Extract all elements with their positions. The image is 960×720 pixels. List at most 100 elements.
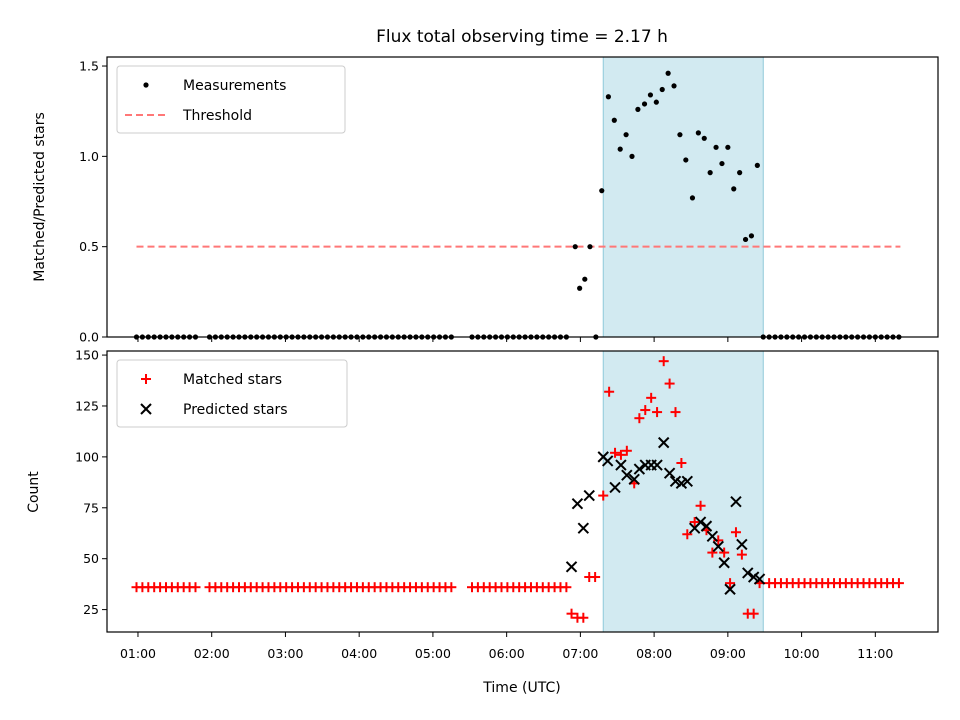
predicted-star-mark-b — [583, 489, 595, 502]
predicted-star-point — [651, 459, 663, 471]
measurement-point — [689, 195, 696, 201]
matched-star-point — [707, 547, 718, 558]
predicted-star-point — [615, 459, 627, 471]
predicted-star-mark-b — [681, 475, 694, 488]
measurement-point — [641, 101, 648, 107]
measurement-point — [635, 106, 641, 112]
measurement-point — [719, 160, 725, 167]
legend-label: Measurements — [183, 78, 286, 94]
measurement-point — [701, 135, 707, 141]
matched-star-point — [658, 356, 669, 367]
predicted-star-point — [571, 498, 584, 510]
x-tick-label: 05:00 — [415, 646, 451, 661]
matched-star-point — [695, 500, 706, 511]
matched-star-point — [736, 549, 747, 560]
top-axes-frame — [106, 56, 939, 338]
measurement-point — [748, 233, 755, 239]
predicted-star-mark-b — [615, 459, 627, 471]
measurement-point — [731, 186, 737, 192]
matched-star-point — [652, 407, 663, 418]
measurement-point — [665, 70, 671, 76]
measurement-point — [695, 130, 701, 136]
measurement-point — [713, 144, 719, 150]
x-tick-label: 03:00 — [267, 646, 303, 661]
predicted-star-mark-b — [706, 530, 719, 543]
predicted-star-point — [694, 516, 707, 528]
predicted-star-point — [657, 436, 670, 449]
measurement-point — [623, 132, 629, 138]
predicted-star-point — [742, 567, 754, 579]
matched-star-point — [748, 608, 759, 619]
predicted-star-mark-b — [601, 455, 614, 467]
bottom-y-axis-label: Count — [26, 471, 42, 513]
bottom-axes-frame — [106, 350, 939, 633]
top-shaded-interval — [602, 56, 764, 338]
matched-star-point — [670, 407, 681, 418]
predicted-star-mark-b — [651, 459, 663, 471]
top-y-tick-label: 0.5 — [79, 239, 99, 254]
predicted-star-point — [724, 583, 736, 595]
predicted-star-mark-b — [718, 557, 730, 569]
predicted-star-mark-b — [663, 467, 676, 479]
predicted-star-mark-b — [736, 538, 748, 551]
predicted-star-mark-b — [669, 475, 682, 488]
measurement-point — [577, 285, 583, 291]
predicted-star-mark-b — [621, 469, 633, 481]
measurement-point — [572, 244, 578, 250]
measurement-point — [599, 188, 605, 194]
predicted-star-point — [628, 473, 640, 485]
measurement-point — [611, 117, 617, 123]
top-legend: Measurements Threshold — [116, 65, 346, 134]
matched-star-point — [725, 578, 736, 589]
legend-predicted-marker — [140, 403, 152, 415]
measurement-point — [647, 92, 654, 98]
top-y-tick-label: 1.0 — [79, 149, 99, 164]
predicted-star-point — [565, 561, 578, 573]
measurement-point — [587, 244, 593, 250]
matched-star-point — [621, 445, 632, 456]
predicted-star-mark-b — [747, 571, 760, 583]
matched-star-point — [713, 535, 724, 546]
predicted-star-point — [633, 463, 646, 475]
matched-star-point — [634, 413, 645, 424]
measurement-point — [629, 153, 635, 159]
matched-star-point — [190, 582, 201, 593]
x-tick-label: 09:00 — [710, 646, 746, 661]
x-tick-label: 10:00 — [784, 646, 820, 661]
predicted-star-mark-b — [577, 522, 590, 534]
predicted-star-point — [583, 489, 595, 502]
bottom-y-tick-label: 125 — [75, 398, 99, 413]
predicted-star-mark-b — [565, 561, 578, 573]
matched-star-point — [719, 547, 730, 558]
x-tick-label: 08:00 — [636, 646, 672, 661]
measurement-point — [617, 146, 623, 152]
measurement-point — [742, 236, 749, 243]
predicted-star-mark-b — [712, 540, 724, 553]
predicted-star-point — [601, 455, 614, 467]
predicted-star-mark-b — [742, 567, 754, 579]
bottom-y-tick-label: 75 — [83, 500, 99, 515]
matched-star-point — [640, 405, 651, 416]
measurement-point — [754, 162, 760, 168]
matched-star-point — [598, 490, 609, 501]
predicted-star-point — [706, 530, 719, 543]
predicted-star-mark-b — [609, 481, 621, 494]
matched-star-point — [578, 612, 589, 623]
predicted-star-point — [577, 522, 590, 534]
bottom-legend: Matched stars Predicted stars — [116, 359, 348, 428]
bottom-y-tick-label: 150 — [75, 348, 99, 363]
predicted-star-point — [609, 481, 621, 494]
top-legend-box — [116, 65, 346, 134]
x-axis-label: Time (UTC) — [482, 680, 560, 696]
measurement-point — [671, 83, 677, 89]
measurement-point — [677, 132, 683, 138]
predicted-star-point — [730, 495, 742, 508]
x-tick-label: 04:00 — [341, 646, 377, 661]
predicted-star-point — [681, 475, 694, 488]
x-tick-label: 11:00 — [857, 646, 893, 661]
predicted-star-point — [621, 469, 633, 481]
measurement-point — [582, 276, 588, 282]
x-tick-label: 01:00 — [120, 646, 156, 661]
predicted-star-point — [736, 538, 748, 551]
